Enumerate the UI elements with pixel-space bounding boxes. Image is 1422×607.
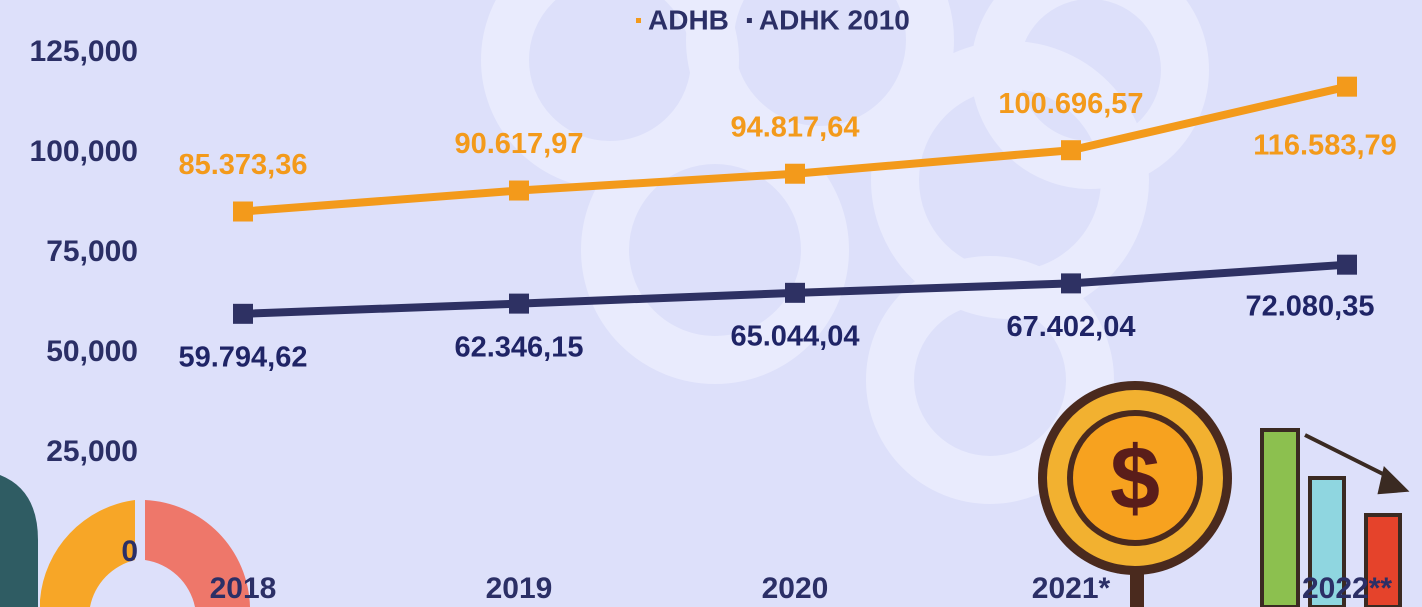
point-marker	[785, 282, 805, 303]
decor-coin: $	[1038, 381, 1232, 607]
y-tick-label: 125,000	[30, 35, 138, 68]
data-label: 116.583,79	[1253, 129, 1397, 161]
x-tick-label: 2021*	[1032, 572, 1111, 605]
point-marker	[1337, 254, 1357, 275]
y-tick-label: 100,000	[30, 135, 138, 168]
point-marker	[509, 293, 529, 314]
data-label: 85.373,36	[178, 149, 307, 181]
background-pattern	[481, 0, 1209, 504]
y-tick-label: 75,000	[46, 235, 138, 268]
decor-donut	[145, 500, 250, 607]
point-marker	[1061, 140, 1081, 161]
x-tick-label: 2022**	[1302, 572, 1392, 605]
decor-donut	[40, 500, 135, 607]
svg-text:$: $	[1110, 429, 1160, 529]
y-tick-label: 0	[121, 535, 138, 568]
legend: ADHB ADHK 2010	[636, 4, 910, 35]
legend-label: ADHK 2010	[759, 4, 910, 35]
data-label: 100.696,57	[998, 88, 1143, 120]
point-marker	[1337, 76, 1357, 97]
legend-label: ADHB	[648, 4, 729, 35]
x-tick-label: 2019	[486, 572, 553, 605]
y-tick-label: 25,000	[46, 435, 138, 468]
legend-marker	[636, 18, 641, 23]
legend-marker	[746, 18, 752, 23]
data-label: 67.402,04	[1006, 311, 1135, 343]
point-marker	[785, 163, 805, 184]
x-tick-label: 2020	[762, 572, 829, 605]
y-tick-label: 50,000	[46, 335, 138, 368]
data-label: 90.617,97	[454, 128, 583, 160]
data-label: 59.794,62	[178, 341, 307, 373]
point-marker	[233, 303, 253, 324]
point-marker	[1061, 273, 1081, 294]
data-label: 65.044,04	[730, 320, 859, 352]
point-marker	[233, 201, 253, 222]
decor-shape	[0, 475, 38, 607]
data-label: 62.346,15	[454, 331, 583, 363]
data-label: 94.817,64	[730, 111, 859, 143]
decor-bars	[1260, 428, 1410, 607]
point-marker	[509, 180, 529, 201]
data-label: 72.080,35	[1245, 290, 1374, 322]
x-tick-label: 2018	[210, 572, 277, 605]
